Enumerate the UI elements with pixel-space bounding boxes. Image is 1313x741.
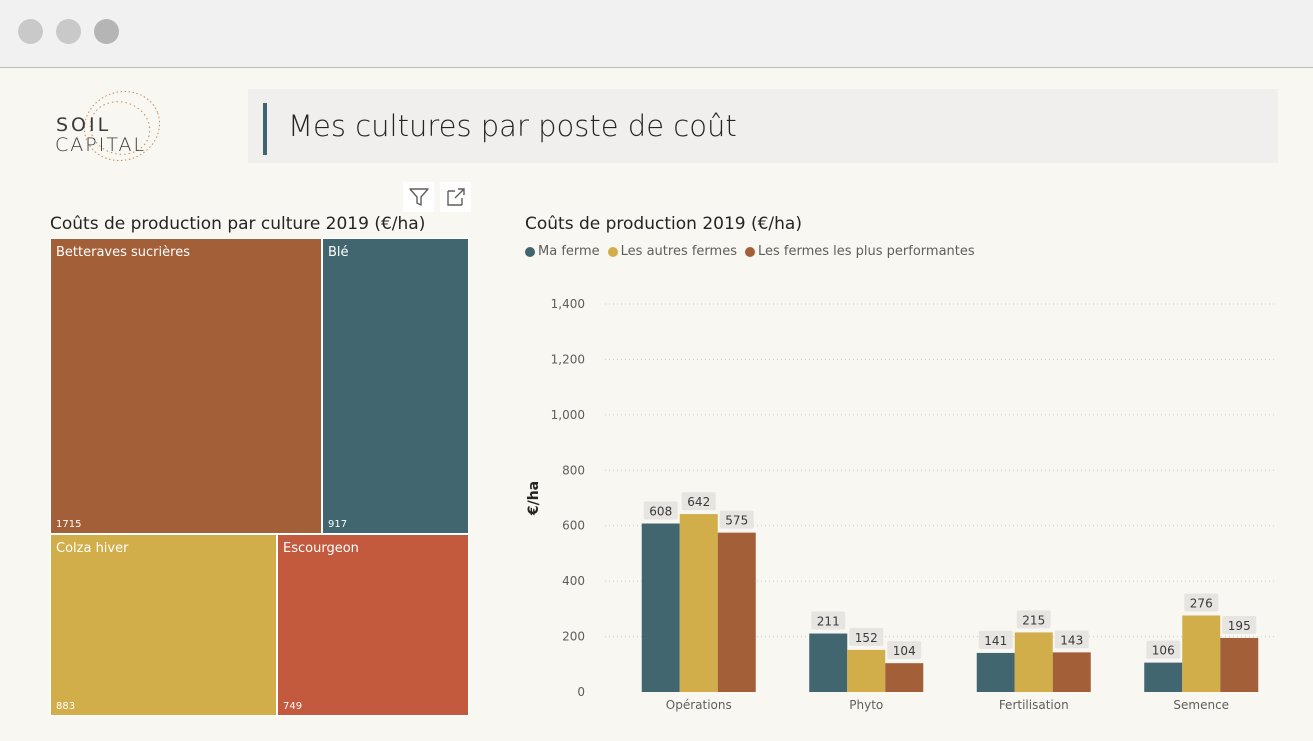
bar[interactable] — [1220, 637, 1259, 692]
bar[interactable] — [679, 514, 718, 692]
logo-text-capital: CAPITAL — [55, 134, 147, 156]
bar[interactable] — [1182, 615, 1221, 692]
x-tick-label: Fertilisation — [999, 698, 1069, 712]
data-label: 104 — [893, 644, 916, 658]
bar-chart: 0 200 400 600 800 1,000 1,200 1,400 €/ha 608 642 57… — [526, 297, 1275, 712]
legend-dot — [744, 246, 755, 257]
page-title-banner: Mes cultures par poste de coût — [248, 89, 1278, 163]
bar[interactable] — [976, 652, 1015, 692]
treemap: Betteraves sucrières 1715 Blé 917 Colza … — [50, 238, 469, 716]
data-label-bg — [1222, 615, 1257, 634]
y-tick-label: 200 — [562, 630, 585, 644]
filter-icon — [408, 188, 429, 206]
legend-item-autres-fermes[interactable]: Les autres fermes — [607, 244, 737, 259]
bar[interactable] — [1052, 652, 1091, 692]
data-label: 575 — [725, 514, 748, 528]
data-label: 211 — [817, 615, 840, 629]
legend-dot — [607, 246, 618, 257]
data-label-bg — [1016, 610, 1051, 629]
legend-item-ma-ferme[interactable]: Ma ferme — [525, 244, 600, 259]
x-tick-label: Semence — [1173, 698, 1229, 712]
data-label-bg — [849, 627, 884, 646]
legend-label: Les fermes les plus performantes — [757, 244, 975, 259]
data-label-bg — [978, 630, 1013, 649]
tile-label: Betteraves sucrières — [56, 245, 190, 260]
legend-item-fermes-performantes[interactable]: Les fermes les plus performantes — [744, 244, 975, 259]
soil-capital-logo: SOIL CAPITAL — [50, 88, 170, 168]
bar[interactable] — [847, 649, 886, 692]
tile-label: Blé — [328, 245, 349, 260]
y-tick-label: 1,000 — [551, 408, 585, 422]
legend-label: Les autres fermes — [620, 244, 737, 259]
logo-swirl-icon — [83, 91, 161, 161]
tile-value: 883 — [56, 701, 76, 712]
data-label-bg — [811, 611, 846, 630]
y-tick-label: 400 — [562, 574, 585, 588]
tile-value: 749 — [283, 701, 303, 712]
title-accent-bar — [263, 103, 267, 155]
data-label: 276 — [1190, 597, 1213, 611]
page-title: Mes cultures par poste de coût — [288, 109, 737, 143]
legend-label: Ma ferme — [538, 244, 600, 259]
data-label-bg — [681, 492, 716, 511]
logo-text-soil: SOIL — [56, 114, 112, 136]
x-tick-label: Phyto — [849, 698, 883, 712]
bar[interactable] — [1144, 662, 1183, 692]
treemap-tile-ble[interactable]: Blé 917 — [322, 238, 469, 534]
data-label: 195 — [1228, 619, 1251, 633]
tile-label: Colza hiver — [56, 541, 129, 556]
filter-button[interactable] — [403, 182, 434, 212]
data-label-bg — [887, 641, 922, 660]
data-label-bg — [643, 501, 678, 520]
treemap-tile-escourgeon[interactable]: Escourgeon 749 — [277, 534, 469, 716]
bar[interactable] — [885, 663, 924, 692]
data-label: 143 — [1060, 633, 1083, 647]
data-label: 106 — [1152, 644, 1175, 658]
window-close-button[interactable] — [18, 19, 43, 44]
data-label-bg — [1184, 593, 1219, 612]
y-tick-label: 800 — [562, 463, 585, 477]
treemap-title: Coûts de production par culture 2019 (€/… — [50, 214, 426, 234]
x-tick-label: Opérations — [666, 698, 732, 712]
data-label-bg — [1054, 630, 1089, 649]
bar-chart-title: Coûts de production 2019 (€/ha) — [525, 214, 802, 234]
data-label: 152 — [855, 631, 878, 645]
bar[interactable] — [809, 633, 848, 692]
data-label: 215 — [1022, 613, 1045, 627]
y-tick-label: 0 — [577, 685, 585, 699]
treemap-tile-colza[interactable]: Colza hiver 883 — [50, 534, 277, 716]
bar-chart-legend: Ma ferme Les autres fermes Les fermes le… — [525, 244, 983, 259]
bar[interactable] — [1014, 632, 1053, 692]
data-label-bg — [1146, 640, 1181, 659]
data-label: 141 — [984, 634, 1007, 648]
y-tick-label: 1,400 — [551, 297, 585, 311]
data-label: 608 — [649, 504, 672, 518]
data-label-bg — [719, 510, 754, 529]
focus-mode-button[interactable] — [440, 182, 471, 212]
treemap-tile-betteraves[interactable]: Betteraves sucrières 1715 — [50, 238, 322, 534]
data-label: 642 — [687, 495, 710, 509]
tile-value: 917 — [328, 519, 348, 530]
window-titlebar — [0, 0, 1313, 68]
window-maximize-button[interactable] — [94, 19, 119, 44]
bar[interactable] — [717, 532, 756, 692]
tile-value: 1715 — [56, 519, 82, 530]
window-minimize-button[interactable] — [56, 19, 81, 44]
bar[interactable] — [641, 523, 680, 692]
y-tick-label: 1,200 — [551, 352, 585, 366]
legend-dot — [525, 246, 535, 257]
focus-mode-icon — [446, 188, 465, 206]
y-tick-label: 600 — [562, 519, 585, 533]
tile-label: Escourgeon — [283, 541, 359, 556]
y-axis-label: €/ha — [526, 481, 542, 516]
